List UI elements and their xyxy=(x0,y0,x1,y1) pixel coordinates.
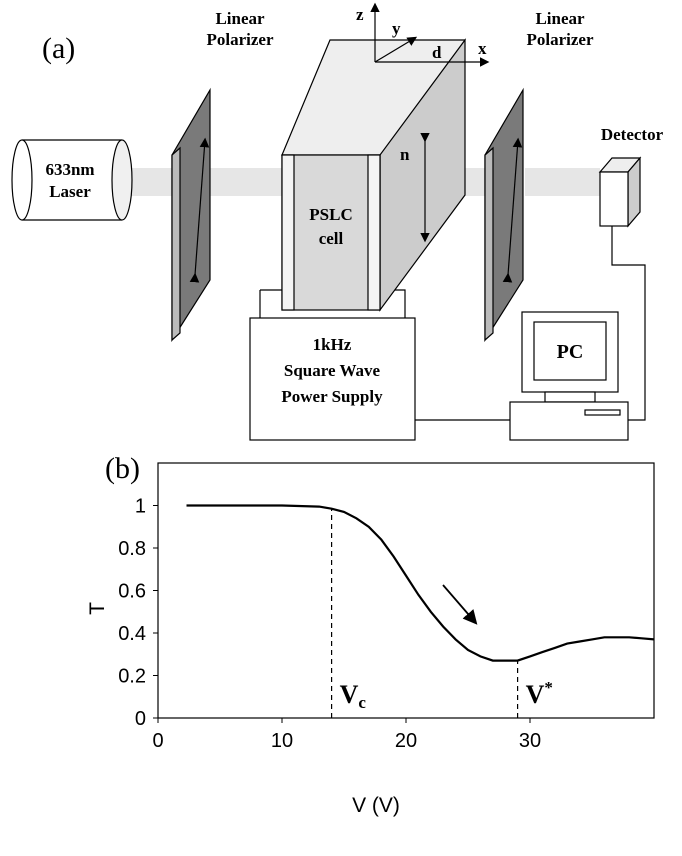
polarization-arrow xyxy=(502,137,523,283)
power-label: Square Wave xyxy=(284,361,381,380)
threshold-superscript: * xyxy=(544,678,553,697)
polarizer-label: Linear xyxy=(535,9,585,28)
cell-front xyxy=(281,154,381,311)
polarizer-edge xyxy=(484,146,494,342)
laser-body xyxy=(22,140,122,220)
polarizer-label: Polarizer xyxy=(206,30,273,49)
y-tick-label: 0.8 xyxy=(118,538,146,560)
x-tick-label: 10 xyxy=(271,730,293,752)
monitor-stand xyxy=(544,391,596,403)
threshold-subscript: c xyxy=(358,693,366,712)
axis-label: y xyxy=(392,19,401,38)
panel-label: (b) xyxy=(105,452,140,485)
axis-label: d xyxy=(432,43,442,62)
threshold-label: V* xyxy=(526,678,553,709)
threshold-label: Vc xyxy=(340,680,367,712)
data-line xyxy=(186,504,655,662)
pc-label: PC xyxy=(557,341,584,363)
x-tick-label: 30 xyxy=(519,730,541,752)
x-tick-label: 20 xyxy=(395,730,417,752)
cell-label: cell xyxy=(319,229,344,248)
plot-frame xyxy=(157,462,655,719)
cell-plate xyxy=(367,154,381,311)
polarizer-label: Linear xyxy=(215,9,265,28)
x-axis-label: V (V) xyxy=(352,794,400,817)
y-tick-label: 0.2 xyxy=(118,666,146,688)
beam xyxy=(210,168,282,196)
director-label: n xyxy=(400,145,410,164)
power-label: Power Supply xyxy=(281,387,383,406)
y-tick-label: 0.6 xyxy=(118,581,146,603)
laser-label: 633nm xyxy=(45,160,94,179)
laser-label: Laser xyxy=(49,182,91,201)
detector-box xyxy=(599,171,629,227)
chart: 00.20.40.60.810 10 20 30V (V)TVc V* xyxy=(86,462,655,817)
laser-front xyxy=(111,139,133,221)
polarizer-edge xyxy=(171,146,181,342)
threshold-symbol: V xyxy=(340,680,359,709)
power-supply xyxy=(249,317,416,441)
cell-plate xyxy=(281,154,295,311)
y-tick-label: 0 xyxy=(135,708,146,730)
trend-arrow xyxy=(442,584,478,625)
y-tick-label: 0.4 xyxy=(118,623,146,645)
axis-label: x xyxy=(478,39,487,58)
polarization-arrow xyxy=(189,137,210,283)
desktop xyxy=(509,401,629,441)
y-tick-label: 1 xyxy=(135,496,146,518)
drive xyxy=(584,409,621,416)
wire xyxy=(611,225,646,421)
cell-label: PSLC xyxy=(309,205,352,224)
diagram xyxy=(11,2,646,441)
beam xyxy=(525,168,600,196)
threshold-symbol: V xyxy=(526,680,545,709)
power-label: 1kHz xyxy=(313,335,352,354)
y-axis-label: T xyxy=(86,602,109,615)
axis-label: z xyxy=(356,5,364,24)
panel-label: (a) xyxy=(42,32,75,65)
axis-y xyxy=(374,36,418,63)
laser-back xyxy=(11,139,33,221)
x-tick-label: 0 xyxy=(152,730,163,752)
detector-label: Detector xyxy=(601,125,664,144)
polarizer-label: Polarizer xyxy=(526,30,593,49)
screen xyxy=(533,321,607,381)
